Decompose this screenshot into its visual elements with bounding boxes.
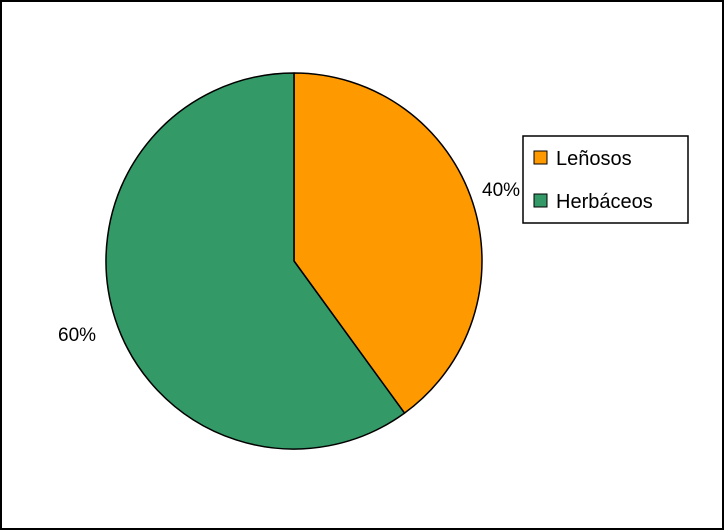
data-label-lenosos: 40% xyxy=(482,180,520,201)
pie-data-labels: 40% 60% xyxy=(58,180,520,346)
legend-label-lenosos: Leñosos xyxy=(556,148,632,170)
pie-slice-lenosos xyxy=(293,72,483,414)
legend-swatch-lenosos xyxy=(533,150,548,165)
legend-swatch-herbaceos xyxy=(533,193,548,208)
pie-slices xyxy=(105,72,483,450)
legend: Leñosos Herbáceos xyxy=(522,135,689,224)
legend-label-herbaceos: Herbáceos xyxy=(556,191,653,213)
pie-slice-herbaceos xyxy=(105,72,406,450)
data-label-herbaceos: 60% xyxy=(58,325,96,346)
legend-box xyxy=(522,135,689,224)
